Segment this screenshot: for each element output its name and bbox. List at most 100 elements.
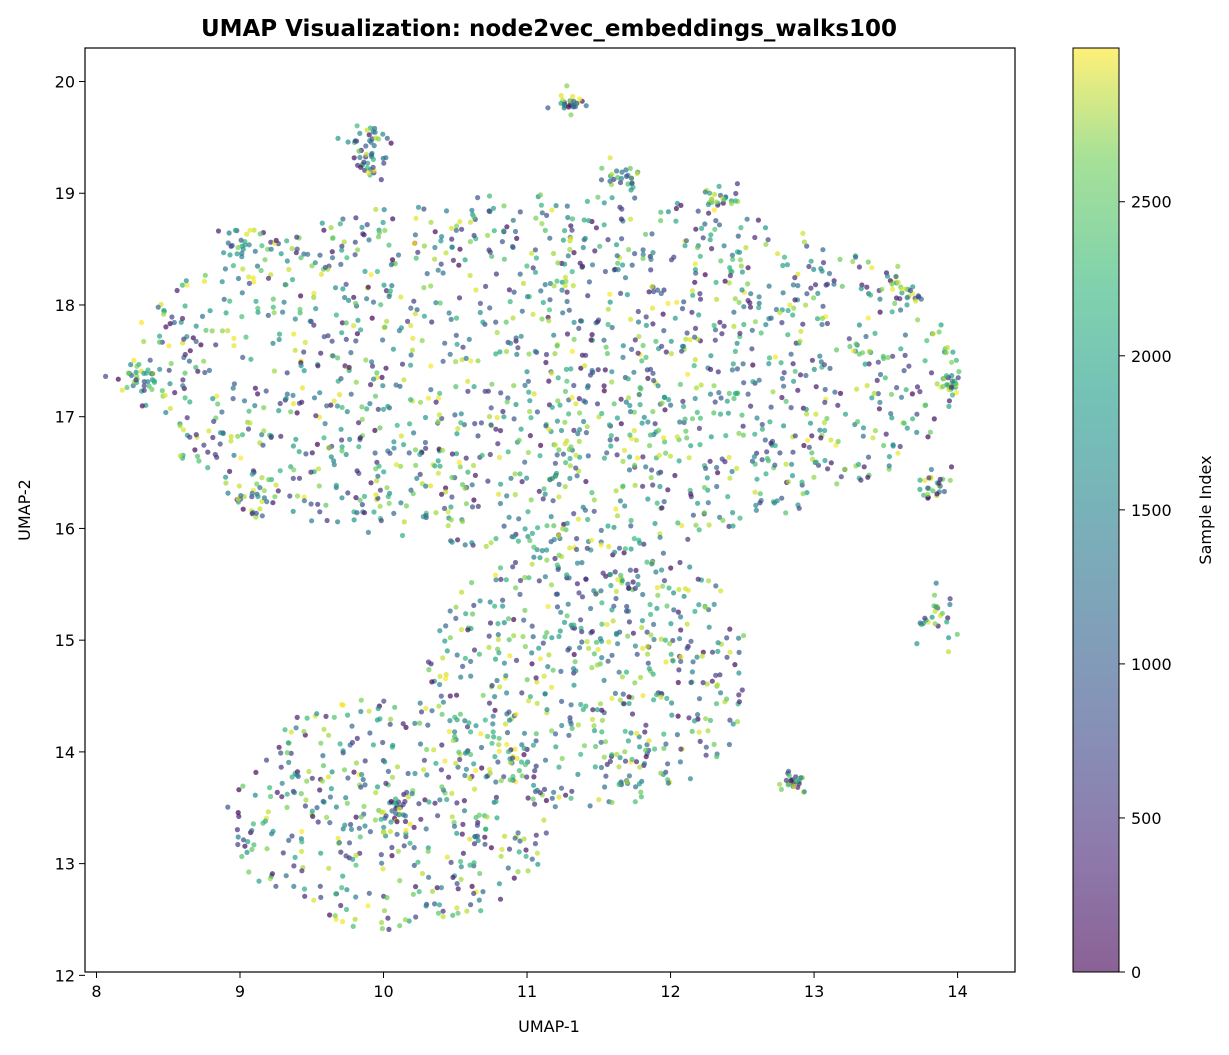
scatter-point <box>486 193 493 199</box>
scatter-point <box>433 300 439 306</box>
scatter-point <box>817 353 823 359</box>
scatter-point <box>622 749 628 755</box>
scatter-point <box>276 408 282 414</box>
scatter-point <box>556 633 562 640</box>
scatter-point <box>828 437 834 443</box>
scatter-point <box>254 263 261 269</box>
scatter-point <box>669 712 675 718</box>
scatter-point <box>684 621 690 627</box>
scatter-point <box>511 383 517 389</box>
scatter-point <box>476 812 482 818</box>
x-axis-ticks: 8 9 10 11 12 13 14 <box>91 972 968 1001</box>
scatter-point <box>648 475 654 481</box>
scatter-point <box>315 819 321 825</box>
scatter-point <box>646 666 652 672</box>
scatter-point <box>574 560 581 566</box>
scatter-point <box>448 316 454 322</box>
scatter-point <box>811 295 817 301</box>
scatter-point <box>313 306 319 312</box>
scatter-point <box>469 482 475 488</box>
scatter-point <box>547 235 553 241</box>
scatter-point <box>741 321 747 328</box>
x-tick-label: 9 <box>235 982 245 1001</box>
scatter-point <box>495 621 501 627</box>
scatter-point <box>726 280 732 286</box>
scatter-point <box>741 380 747 386</box>
scatter-point <box>467 836 473 842</box>
scatter-point <box>723 433 729 439</box>
scatter-point <box>366 708 372 714</box>
scatter-point <box>469 504 476 510</box>
scatter-point <box>654 692 660 698</box>
scatter-point <box>707 190 713 196</box>
scatter-point <box>411 845 417 851</box>
scatter-point <box>494 677 500 684</box>
scatter-point <box>890 443 896 449</box>
scatter-point <box>324 814 330 821</box>
scatter-point <box>544 630 550 636</box>
scatter-point <box>601 337 607 343</box>
scatter-point <box>435 910 442 916</box>
scatter-point <box>432 901 438 907</box>
scatter-point <box>278 764 284 770</box>
scatter-point <box>727 626 733 632</box>
scatter-point <box>311 395 318 401</box>
scatter-point <box>357 154 363 161</box>
scatter-point <box>628 216 634 222</box>
scatter-point <box>276 336 282 343</box>
scatter-point <box>733 190 739 197</box>
scatter-point <box>417 451 423 457</box>
scatter-point <box>391 445 397 451</box>
scatter-point <box>606 639 612 645</box>
scatter-point <box>799 479 805 485</box>
scatter-point <box>601 677 607 684</box>
scatter-point <box>734 465 740 471</box>
scatter-point <box>498 390 504 396</box>
scatter-point <box>928 466 935 473</box>
scatter-point <box>443 623 449 629</box>
scatter-point <box>454 223 460 229</box>
scatter-point <box>658 218 664 224</box>
scatter-point <box>530 796 536 802</box>
scatter-point <box>240 783 246 789</box>
scatter-point <box>483 543 489 550</box>
scatter-point <box>147 357 153 363</box>
scatter-point <box>713 583 719 589</box>
scatter-point <box>235 834 241 840</box>
scatter-point <box>517 577 524 584</box>
scatter-point <box>195 368 201 374</box>
scatter-point <box>730 361 736 367</box>
scatter-point <box>387 288 393 294</box>
scatter-point <box>497 349 503 355</box>
scatter-point <box>637 540 643 546</box>
scatter-point <box>379 919 385 926</box>
scatter-point <box>519 690 525 696</box>
scatter-point <box>485 478 491 484</box>
scatter-point <box>658 290 664 297</box>
scatter-point <box>440 699 446 705</box>
scatter-point <box>544 547 550 553</box>
scatter-point <box>598 739 604 745</box>
scatter-point <box>582 363 588 369</box>
scatter-point <box>941 488 948 495</box>
scatter-point <box>566 104 572 110</box>
scatter-point <box>167 381 173 387</box>
scatter-point <box>871 390 877 396</box>
scatter-point <box>444 796 450 803</box>
scatter-point <box>501 660 507 666</box>
scatter-point <box>235 275 242 282</box>
scatter-point <box>888 391 895 397</box>
scatter-point <box>877 399 883 405</box>
scatter-point <box>366 237 372 243</box>
scatter-point <box>361 232 367 238</box>
scatter-point <box>444 648 450 654</box>
scatter-point <box>813 384 819 390</box>
scatter-point <box>707 391 714 397</box>
scatter-point <box>294 246 300 252</box>
scatter-point <box>413 914 419 920</box>
scatter-point <box>390 216 396 222</box>
scatter-point <box>323 502 329 508</box>
scatter-point <box>574 473 580 479</box>
scatter-point <box>439 415 445 422</box>
